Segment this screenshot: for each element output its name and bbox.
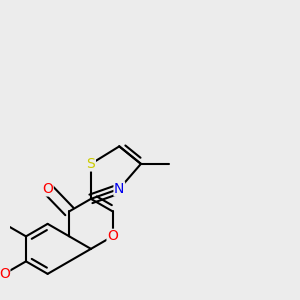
Text: S: S (87, 157, 95, 171)
Text: O: O (42, 182, 53, 196)
Text: O: O (107, 230, 118, 243)
Text: O: O (0, 267, 10, 281)
Text: N: N (114, 182, 124, 196)
